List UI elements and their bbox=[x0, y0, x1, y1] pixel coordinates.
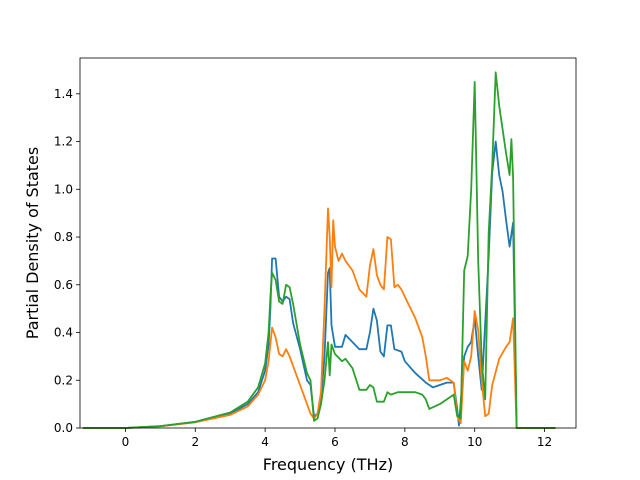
y-tick-label: 0.6 bbox=[54, 278, 73, 292]
series-line-2 bbox=[82, 207, 556, 429]
x-tick-label: 10 bbox=[467, 435, 482, 449]
series-line-1 bbox=[82, 140, 556, 429]
y-tick-label: 0.2 bbox=[54, 373, 73, 387]
x-tick-label: 6 bbox=[331, 435, 339, 449]
y-axis-label: Partial Density of States bbox=[23, 147, 42, 339]
series-line-3 bbox=[82, 71, 556, 429]
x-tick-label: 4 bbox=[261, 435, 269, 449]
x-tick-label: 0 bbox=[122, 435, 130, 449]
x-tick-label: 2 bbox=[191, 435, 199, 449]
plot-frame bbox=[79, 57, 577, 429]
y-tick-label: 0.8 bbox=[54, 230, 73, 244]
y-axis-ticks: 0.0 0.2 0.4 0.6 0.8 1.0 1.2 1.4 bbox=[54, 87, 80, 435]
x-axis-ticks: 0 2 4 6 8 10 12 bbox=[122, 428, 552, 449]
y-tick-label: 1.4 bbox=[54, 87, 73, 101]
y-tick-label: 1.2 bbox=[54, 135, 73, 149]
y-tick-label: 0.0 bbox=[54, 421, 73, 435]
y-tick-label: 1.0 bbox=[54, 182, 73, 196]
x-tick-label: 8 bbox=[401, 435, 409, 449]
x-axis-label: Frequency (THz) bbox=[263, 455, 393, 474]
series-lines bbox=[82, 71, 556, 429]
y-tick-label: 0.4 bbox=[54, 326, 73, 340]
x-tick-label: 12 bbox=[537, 435, 552, 449]
